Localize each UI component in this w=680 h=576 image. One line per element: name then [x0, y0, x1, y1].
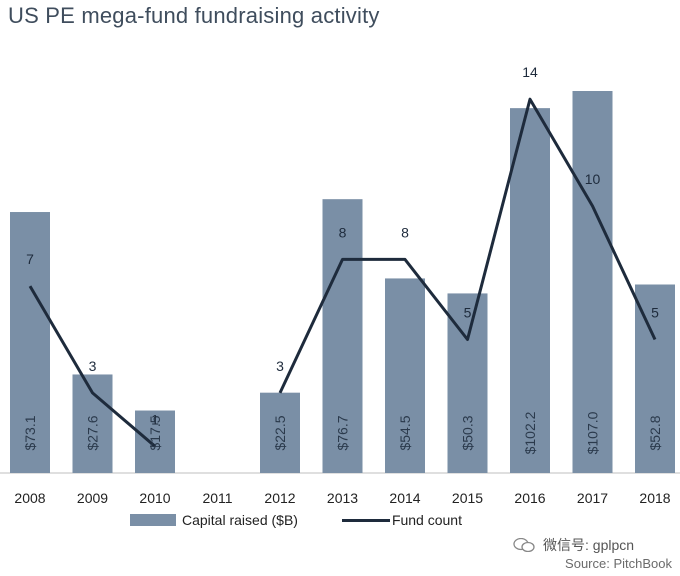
x-tick-label: 2010	[139, 490, 170, 506]
fund-count-label: 5	[464, 305, 472, 321]
labels-layer: $73.1 $27.6 $17.5 $22.5 $76.7 $54.5 $50.3 $102.…	[22, 64, 663, 454]
x-tick-label: 2016	[514, 490, 545, 506]
bar-value-label: $50.3	[460, 415, 476, 450]
fund-count-line	[28, 285, 156, 448]
legend-line-swatch	[341, 518, 390, 522]
bar	[572, 91, 613, 473]
bars-layer	[10, 91, 675, 474]
bar-value-label: $17.5	[147, 415, 163, 450]
bar	[510, 108, 550, 474]
x-tick-label: 2012	[264, 490, 295, 506]
fund-count-label: 5	[651, 305, 659, 321]
fund-count-label: 8	[401, 224, 409, 240]
x-tick-label: 2011	[202, 490, 232, 506]
x-tick-label: 2009	[77, 490, 108, 506]
chart-legend: Capital raised ($B) Fund count	[130, 512, 462, 528]
fund-count-label: 8	[339, 224, 347, 240]
fund-count-label: 14	[522, 64, 538, 80]
x-tick-label: 2018	[639, 490, 670, 506]
legend-bar-label: Capital raised ($B)	[182, 512, 298, 528]
fund-count-label: 10	[585, 171, 601, 187]
x-tick-label: 2014	[389, 490, 420, 506]
bar	[135, 410, 175, 473]
wechat-watermark: 微信号: gplpcn	[513, 535, 634, 555]
watermark-text: 微信号: gplpcn	[543, 537, 635, 553]
bar-value-label: $102.2	[522, 411, 538, 454]
legend-line-label: Fund count	[391, 512, 462, 528]
fund-count-label: 3	[89, 358, 97, 374]
x-tick-label: 2008	[14, 490, 45, 506]
bar	[635, 284, 675, 473]
bar	[385, 278, 425, 473]
bar-value-label: $22.5	[272, 415, 288, 450]
bar-value-label: $76.7	[335, 415, 351, 450]
bar-value-label: $107.0	[585, 411, 601, 454]
ticks-layer: 2008 2009 2010 2011 2012 2013 2014 2015 2016 2017…	[14, 490, 670, 506]
x-tick-label: 2015	[452, 490, 483, 506]
chart-title: US PE mega-fund fundraising activity	[8, 3, 380, 28]
bar	[260, 392, 300, 473]
bar-value-label: $52.8	[647, 415, 663, 450]
bar-value-label: $27.6	[85, 415, 101, 450]
wechat-icon	[513, 538, 535, 552]
source-note: Source: PitchBook	[565, 556, 672, 571]
bar	[10, 212, 50, 473]
fund-count-label: 1	[151, 411, 159, 427]
legend-bar-swatch	[130, 514, 176, 526]
x-tick-label: 2017	[577, 490, 608, 506]
x-tick-label: 2013	[327, 490, 358, 506]
bar-value-label: $54.5	[397, 415, 413, 450]
fund-count-label: 7	[26, 251, 34, 267]
fund-count-label: 3	[276, 358, 284, 374]
fund-count-line	[278, 97, 657, 394]
bar-value-label: $73.1	[22, 415, 38, 450]
line-layer	[28, 97, 657, 448]
bar	[322, 199, 363, 473]
